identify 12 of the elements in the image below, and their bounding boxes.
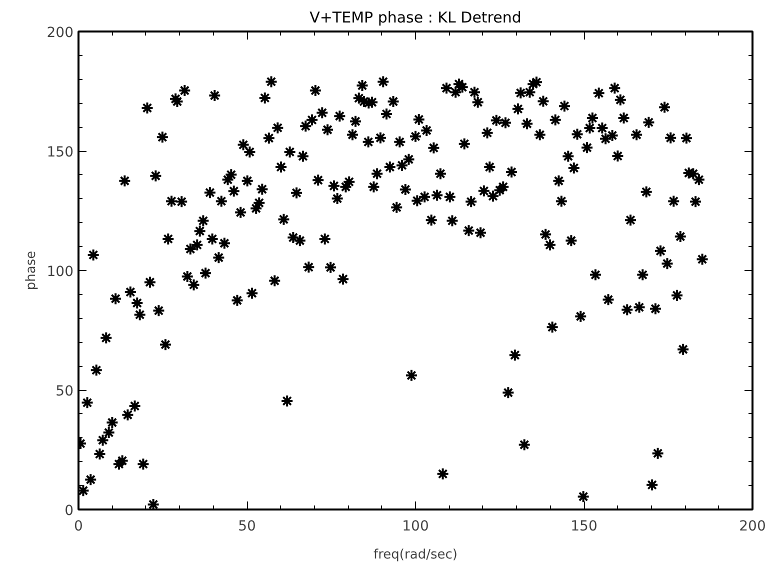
x-tick-label: 150 bbox=[570, 518, 598, 534]
x-tick-label: 100 bbox=[402, 518, 429, 534]
x-tick-label: 200 bbox=[739, 518, 766, 534]
y-axis-title: phase bbox=[24, 250, 39, 290]
y-tick-label: 200 bbox=[46, 25, 74, 41]
y-tick-label: 0 bbox=[64, 503, 74, 519]
chart-title: V+TEMP phase : KL Detrend bbox=[310, 8, 522, 26]
y-tick-label: 150 bbox=[46, 144, 74, 160]
y-tick-label: 50 bbox=[56, 384, 74, 400]
x-axis-title: freq(rad/sec) bbox=[374, 548, 458, 562]
y-tick-label: 100 bbox=[46, 264, 74, 280]
x-tick-label: 50 bbox=[238, 518, 256, 534]
